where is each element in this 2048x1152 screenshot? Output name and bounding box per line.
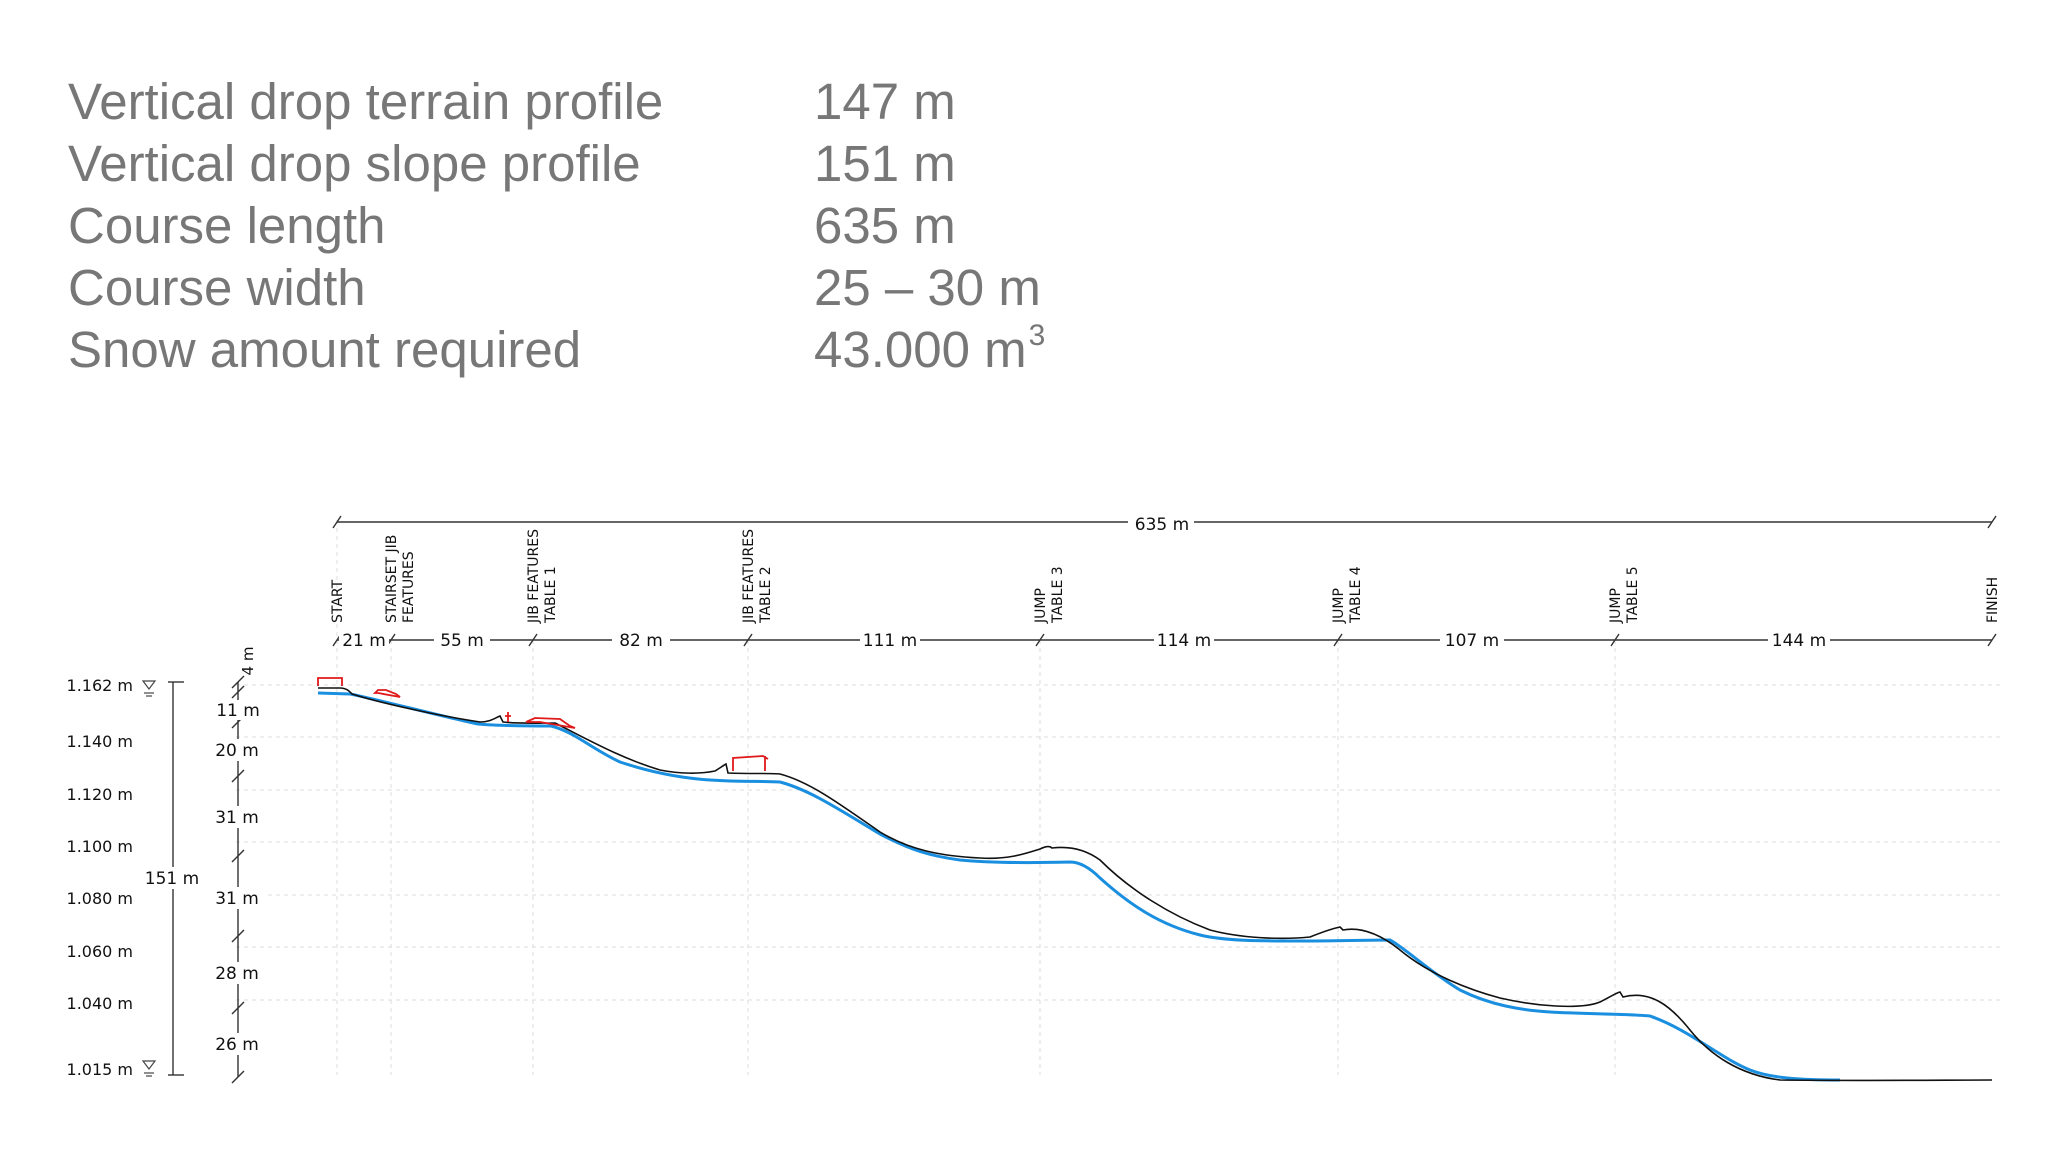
stat-label: Course width [68, 258, 366, 316]
stat-label: Vertical drop slope profile [68, 134, 641, 192]
stat-value: 43.000 m3 [814, 319, 1046, 378]
segment-label: 111 m [863, 631, 917, 651]
dimension-tick [1610, 633, 1620, 647]
stat-label: Course length [68, 196, 386, 254]
dimension-tick [1987, 633, 1997, 647]
dimension-tick [528, 633, 538, 647]
station-label-stairset-2: FEATURES [401, 551, 417, 623]
slope-profile-line [317, 691, 1841, 1082]
elevation-marker-icon [141, 1060, 157, 1070]
elevation-tick-label: 1.060 m [67, 942, 133, 961]
elevation-tick-label: 1.080 m [67, 889, 133, 908]
drop-label: 11 m [216, 701, 260, 721]
segment-label-masks [339, 630, 1830, 650]
station-label-jump-5-2: TABLE 5 [1625, 566, 1641, 624]
station-label-jump-3: JUMP [1033, 588, 1049, 624]
grid [236, 520, 2000, 1075]
stat-label: Vertical drop terrain profile [68, 72, 664, 130]
station-label-jump-4-2: TABLE 4 [1348, 566, 1364, 624]
drop-label-masks [210, 700, 264, 1055]
station-label-jump-5: JUMP [1608, 588, 1624, 624]
station-label-jib-2: JIB FEATURES [741, 529, 757, 624]
elevation-marker-icon [141, 680, 157, 690]
total-length-label: 635 m [1135, 515, 1189, 535]
drop-label: 4 m [239, 647, 257, 676]
segment-label: 82 m [619, 631, 663, 651]
total-drop-label: 151 m [145, 869, 199, 889]
stat-row-course-width: Course width 25 – 30 m [68, 256, 1045, 318]
drop-label: 28 m [215, 964, 259, 984]
station-label-finish: FINISH [1985, 577, 2001, 623]
stat-row-terrain-drop: Vertical drop terrain profile 147 m [68, 70, 1045, 132]
stats-table: Vertical drop terrain profile 147 m Vert… [68, 70, 1045, 380]
station-label-stairset: STAIRSET JIB [384, 535, 400, 623]
stat-value: 25 – 30 m [814, 259, 1041, 316]
segment-label: 107 m [1445, 631, 1499, 651]
station-label-jib-2-2: TABLE 2 [758, 566, 774, 624]
label-mask [142, 867, 202, 889]
elevation-tick-label: 1.120 m [67, 785, 133, 804]
jib-feature-icon [525, 717, 576, 729]
drop-label: 26 m [215, 1035, 259, 1055]
segment-label: 144 m [1772, 631, 1826, 651]
station-label-jib-1: JIB FEATURES [526, 529, 542, 624]
stat-row-slope-drop: Vertical drop slope profile 151 m [68, 132, 1045, 194]
stat-row-course-length: Course length 635 m [68, 194, 1045, 256]
station-label-start: START [330, 579, 346, 623]
terrain-profile-line [318, 687, 1993, 1082]
segment-label: 114 m [1157, 631, 1211, 651]
jib-table-icon [732, 755, 769, 771]
segment-label: 55 m [440, 631, 484, 651]
elevation-tick-label: 1.015 m [67, 1060, 133, 1079]
elevation-marker-icons [141, 680, 157, 1077]
feature-markers [317, 677, 769, 771]
station-label-jib-1-2: TABLE 1 [543, 566, 559, 624]
dimension-tick [1987, 515, 1997, 529]
station-label-jump-3-2: TABLE 3 [1050, 566, 1066, 624]
elevation-tick-label: 1.040 m [67, 994, 133, 1013]
elevation-tick-label: 1.100 m [67, 837, 133, 856]
elevation-tick-label: 1.162 m [67, 676, 133, 695]
stat-value: 147 m [814, 73, 956, 130]
jib-feature-icon [505, 712, 511, 722]
drop-label: 31 m [215, 889, 259, 909]
stat-value: 151 m [814, 135, 956, 192]
stairset-icon [372, 689, 401, 698]
dimension-tick [743, 633, 753, 647]
drop-label: 20 m [215, 741, 259, 761]
drop-segment-dimension [231, 675, 245, 1084]
start-gate-icon [317, 677, 343, 686]
stat-label: Snow amount required [68, 320, 582, 378]
stat-row-snow-amount: Snow amount required 43.000 m3 [68, 318, 1045, 380]
dimension-tick [1035, 633, 1045, 647]
drop-label: 31 m [215, 808, 259, 828]
segment-label: 21 m [342, 631, 386, 651]
stat-value: 635 m [814, 197, 956, 254]
elevation-tick-label: 1.140 m [67, 732, 133, 751]
dimension-tick [1333, 633, 1343, 647]
label-mask [1128, 510, 1194, 532]
station-label-jump-4: JUMP [1331, 588, 1347, 624]
dimension-tick [332, 515, 342, 529]
